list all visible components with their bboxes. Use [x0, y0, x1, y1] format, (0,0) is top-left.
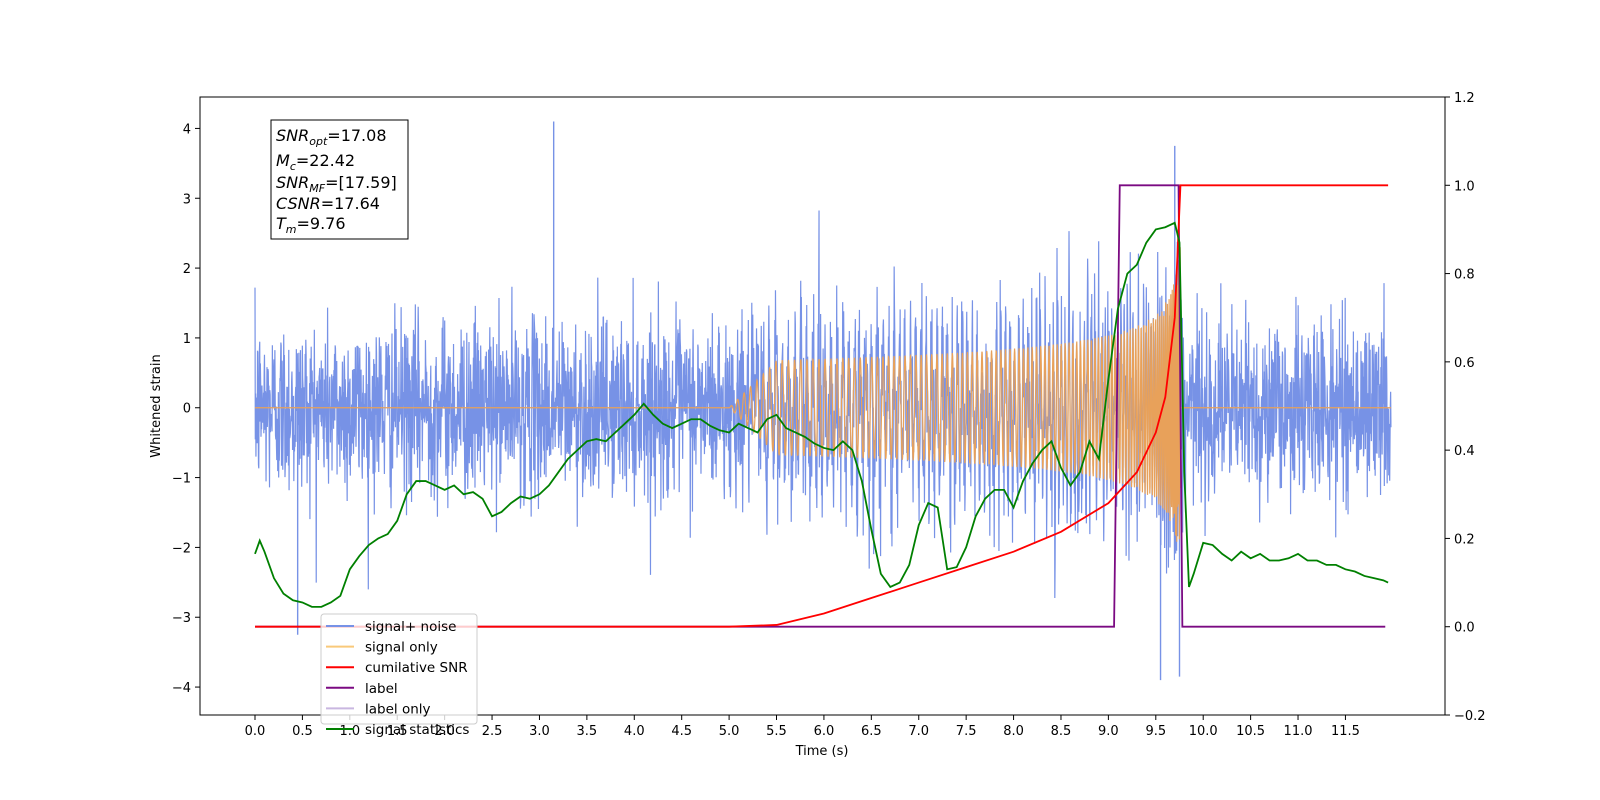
series-signal-only — [255, 247, 1391, 542]
info-csnr: CSNR=17.64 — [276, 194, 380, 213]
x-tick-label: 11.5 — [1331, 724, 1360, 739]
x-tick-label: 6.0 — [814, 724, 835, 739]
y2-tick-label: 0.6 — [1454, 356, 1475, 371]
x-tick-label: 3.5 — [577, 724, 598, 739]
legend-label: cumilative SNR — [365, 660, 468, 676]
y2-tick-label: 0.4 — [1454, 444, 1475, 459]
info-tm: Tm=9.76 — [276, 214, 346, 236]
tick-layer: 0.0 0.5 1.0 1.5 2.0 2.5 3.0 3.5 4.0 4.5 5.0 5.5 6.0 6… — [172, 91, 1486, 739]
x-tick-label: 4.0 — [624, 724, 645, 739]
y-tick-label: −4 — [172, 681, 191, 696]
legend-label: signal only — [365, 640, 438, 656]
x-tick-label: 8.5 — [1051, 724, 1072, 739]
y-tick-label: −1 — [172, 472, 191, 487]
legend-label: label only — [365, 701, 431, 717]
x-tick-label: 2.0 — [434, 724, 455, 739]
legend-label: label — [365, 681, 398, 697]
series-cumilative-snr — [255, 184, 1389, 628]
info-mc: Mc=22.42 — [276, 151, 355, 173]
x-tick-label: 8.0 — [1003, 724, 1024, 739]
x-tick-label: 0.5 — [292, 724, 313, 739]
y-tick-label: 1 — [183, 332, 191, 347]
x-tick-label: 2.5 — [482, 724, 503, 739]
x-tick-label: 5.5 — [766, 724, 787, 739]
info-snr-opt: SNRopt=17.08 — [276, 126, 387, 148]
y-tick-label: 0 — [183, 402, 191, 417]
legend-label: signal+ noise — [365, 619, 456, 635]
y2-tick-label: 1.0 — [1454, 179, 1475, 194]
x-tick-label: 9.5 — [1145, 724, 1166, 739]
info-box: SNRopt=17.08 Mc=22.42 SNRMF=[17.59] CSNR… — [270, 119, 409, 240]
legend-frame — [320, 613, 478, 725]
y-tick-label: 4 — [183, 122, 191, 137]
y2-tick-label: −0.2 — [1454, 709, 1486, 724]
y-axis-label: Whitened strain — [149, 354, 164, 457]
x-tick-label: 9.0 — [1098, 724, 1119, 739]
x-tick-label: 3.0 — [529, 724, 550, 739]
x-tick-label: 11.0 — [1284, 724, 1313, 739]
x-tick-label: 0.0 — [245, 724, 266, 739]
data-layer — [254, 121, 1392, 681]
info-box-frame — [270, 119, 409, 240]
x-tick-label: 1.0 — [339, 724, 360, 739]
series-signal-statistics — [254, 221, 1389, 608]
y2-tick-label: 0.0 — [1454, 621, 1475, 636]
y2-tick-label: 0.2 — [1454, 532, 1475, 547]
legend: signal+ noise signal only cumilative SNR la… — [320, 613, 478, 738]
y2-tick-label: 1.2 — [1454, 91, 1475, 106]
x-tick-label: 10.0 — [1189, 724, 1218, 739]
x-tick-label: 4.5 — [671, 724, 692, 739]
info-snr-mf: SNRMF=[17.59] — [276, 173, 397, 195]
y-tick-label: 3 — [183, 192, 191, 207]
x-axis-label: Time (s) — [795, 744, 849, 759]
x-tick-label: 6.5 — [861, 724, 882, 739]
x-tick-label: 5.0 — [719, 724, 740, 739]
x-tick-label: 1.5 — [387, 724, 408, 739]
x-tick-label: 7.0 — [908, 724, 929, 739]
legend-label: signal statistics — [365, 722, 469, 738]
y-tick-label: −3 — [172, 611, 191, 626]
plot-frame — [199, 96, 1446, 716]
x-tick-label: 10.5 — [1236, 724, 1265, 739]
y-tick-label: 2 — [183, 262, 191, 277]
series-signal-noise — [254, 210, 1392, 598]
y2-tick-label: 0.8 — [1454, 268, 1475, 283]
y-tick-label: −2 — [172, 541, 191, 556]
series-label — [255, 184, 1386, 628]
x-tick-label: 7.5 — [956, 724, 977, 739]
